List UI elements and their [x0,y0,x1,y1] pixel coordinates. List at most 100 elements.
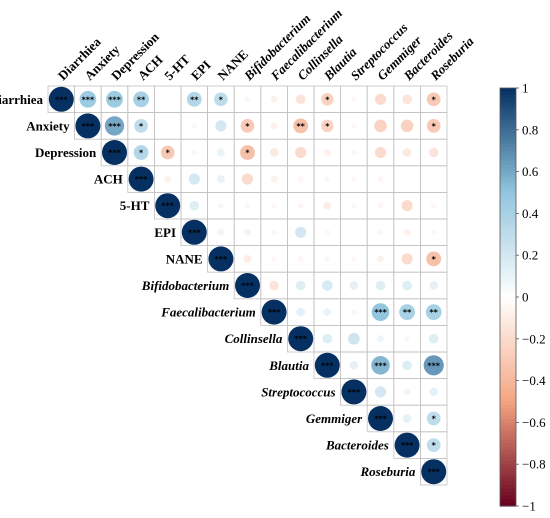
significance-mark-2-4: * [166,149,171,158]
colorbar-segment [500,182,516,187]
corr-circle-5-ht-roseburia [430,202,437,209]
significance-mark-10-10: *** [321,361,334,370]
corr-circle-epi-gemmiger [377,229,384,236]
significance-mark-6-6: *** [215,255,228,264]
corr-circle-collinsella-blautia [322,333,333,344]
significance-mark-3-3: *** [135,175,148,184]
colorbar-segment [500,94,516,100]
corr-circle-bifidobacterium-streptococcus [349,281,359,290]
significance-mark-1-7: * [245,122,250,131]
grid-cell-5-11 [340,218,368,247]
colorbar-segment [500,202,516,208]
colorbar-segment [500,251,516,256]
corr-circle-depression-5-ht [160,145,175,160]
colorbar-segment [500,293,516,298]
colorbar-segment [500,457,516,462]
colorbar-segment [500,168,516,173]
corr-circle-anxiety-bacteroides [400,119,414,133]
corr-circle-anxiety-5-ht [165,124,170,128]
colorbar-segment [500,129,516,134]
colorbar-segment [500,352,516,357]
corr-circle-bifidobacterium-blautia [321,280,333,291]
significance-mark-13-13: *** [401,441,414,450]
corr-circle-anxiety-epi [191,123,198,129]
colorbar-segment [500,300,516,305]
colorbar-segment [500,307,516,312]
colorbar-segment [500,223,516,228]
colorbar-segment [500,481,516,486]
colorbar-segment [500,422,516,427]
corr-circle-depression-epi [191,149,198,156]
row-label-streptococcus: Streptococcus [261,384,335,399]
colorbar-segment [500,404,516,410]
row-label-anxiety: Anxiety [26,118,70,133]
colorbar-tick-label: −0.8 [522,457,546,472]
colorbar-segment [500,453,516,458]
colorbar-segment [500,331,516,336]
significance-mark-13-14: * [432,441,437,450]
colorbar-segment [500,373,516,378]
colorbar-segment [500,230,516,235]
colorbar-segment [500,429,516,434]
corr-circle-diarrhiea-collinsella [295,94,306,105]
colorbar-segment [500,283,516,288]
corr-circle-depression-bacteroides [402,148,412,157]
grid-cell-14-14 [419,457,448,486]
colorbar-segment [500,478,516,483]
corr-circle-nane-blautia [324,256,331,262]
corr-circle-bifidobacterium-bifidobacterium [234,272,261,299]
row-label-diarrhiea: Diarrhiea [0,92,43,107]
significance-mark-1-2: *** [108,122,121,131]
column-label-5-ht: 5-HT [161,51,193,83]
corr-circle-epi-bacteroides [403,228,411,236]
significance-layer: *** *** *** ** ** * * **** *** * * ** * **** * * *******… [55,95,441,476]
corr-circle-nane-bacteroides [401,253,413,265]
colorbar-segment [500,154,516,159]
colorbar-segment [500,499,516,504]
colorbar-segment [500,439,516,444]
colorbar-segment [500,398,516,403]
corr-circle-diarrhiea-faecalibacterium [270,95,278,103]
row-label-blautia: Blautia [268,358,309,373]
colorbar-segment [500,363,516,368]
colorbar-segment [500,209,516,214]
colorbar-segment [500,471,516,476]
grid-cell-0-4 [153,85,182,114]
colorbar-segment [500,115,516,120]
corr-circle-nane-streptococcus [351,256,357,262]
corr-circle-blautia-bacteroides [402,360,412,371]
colorbar-segment [500,147,516,152]
colorbar-segment [500,446,516,451]
corr-circle-faecalibacterium-streptococcus [351,309,357,315]
colorbar-segment [500,356,516,361]
colorbar-segment [500,286,516,291]
significance-mark-0-1: *** [82,95,95,104]
corr-circle-bacteroides-bacteroides [394,432,420,458]
colorbar-segment [500,411,516,417]
significance-mark-0-3: ** [137,95,146,104]
corr-circle-diarrhiea-gemmiger [374,93,387,105]
colorbar-segment [500,415,516,420]
colorbar-segment [500,272,516,277]
row-label-roseburia: Roseburia [359,464,415,479]
colorbar-segment [500,502,516,507]
colorbar-segment [500,157,516,162]
colorbar-segment [500,290,516,295]
colorbar-segment [500,178,516,183]
corr-circle-depression-streptococcus [351,149,357,156]
colorbar-segment [500,133,516,138]
corr-circle-ach-ach [128,166,154,192]
significance-mark-7-7: *** [241,282,254,291]
colorbar-segment [500,467,516,472]
colorbar-segment [500,171,516,176]
colorbar: 1 0.8 0.6 0.4 0.2 0 −0.2 −0.4 −0.6 −0.8 −1 [499,81,546,514]
corr-circle-anxiety-nane [215,120,227,132]
colorbar-segment [500,143,516,148]
significance-mark-8-14: ** [430,308,439,317]
corr-circle-bifidobacterium-faecalibacterium [269,280,279,291]
corr-circle-bifidobacterium-bacteroides [402,280,412,291]
corr-circle-blautia-roseburia [423,355,444,376]
corr-circle-faecalibacterium-roseburia [425,304,442,321]
corr-circle-5-ht-nane [218,202,224,209]
colorbar-segment [500,234,516,239]
